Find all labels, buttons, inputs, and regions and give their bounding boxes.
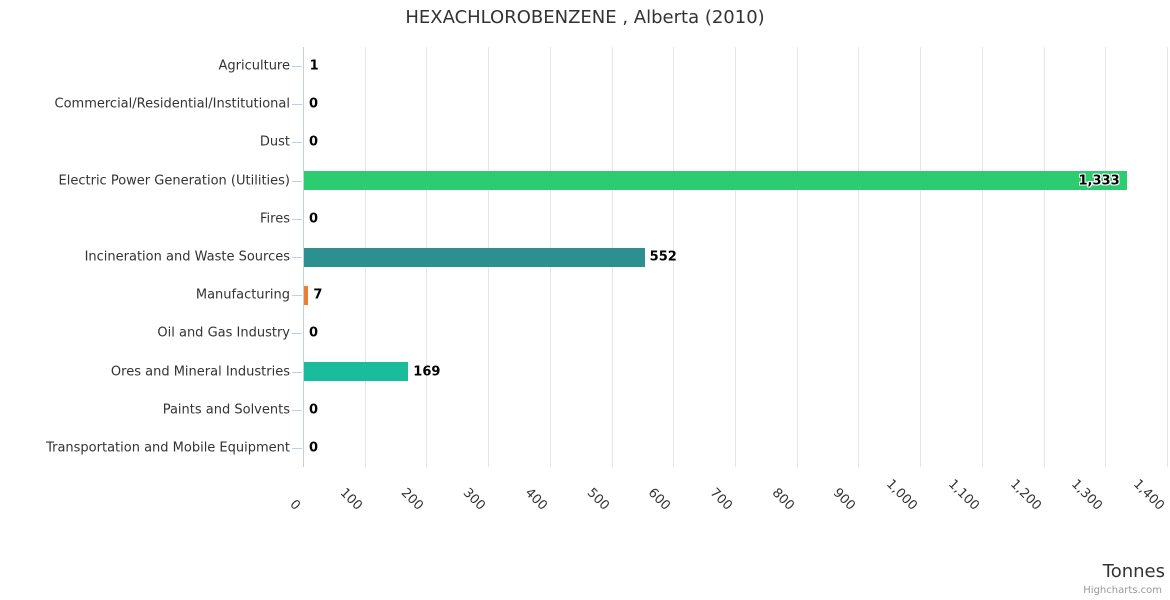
bar-value-label: 169 bbox=[413, 364, 441, 380]
category-tick bbox=[292, 371, 302, 373]
bar[interactable] bbox=[304, 247, 645, 267]
category-tick bbox=[292, 218, 302, 220]
x-tick-label: 200 bbox=[398, 485, 427, 514]
bar-value-label: 552 bbox=[649, 249, 677, 265]
x-tick-label: 300 bbox=[459, 485, 489, 514]
x-tick-label: 400 bbox=[521, 485, 550, 514]
gridline bbox=[858, 47, 860, 467]
category-label: Agriculture bbox=[218, 58, 291, 74]
x-tick-label: 900 bbox=[830, 485, 859, 514]
bar-value-label: 1 bbox=[309, 58, 319, 74]
gridline bbox=[673, 47, 675, 467]
x-axis-title: Tonnes bbox=[1102, 561, 1165, 582]
bar-value-label: 0 bbox=[309, 96, 319, 112]
category-tick bbox=[292, 409, 302, 411]
category-tick bbox=[292, 66, 302, 68]
chart-title: HEXACHLOROBENZENE , Alberta (2010) bbox=[405, 7, 765, 28]
x-tick-label: 1,000 bbox=[883, 476, 921, 514]
category-tick bbox=[292, 180, 302, 182]
x-tick-label: 500 bbox=[583, 485, 612, 514]
gridline bbox=[735, 47, 736, 467]
category-label: Oil and Gas Industry bbox=[157, 325, 290, 341]
bar-value-label: 0 bbox=[309, 402, 319, 418]
category-tick bbox=[292, 257, 302, 258]
bar-value-label: 0 bbox=[309, 211, 319, 227]
x-tick-label: 1,400 bbox=[1130, 476, 1167, 514]
category-label: Electric Power Generation (Utilities) bbox=[58, 173, 290, 189]
x-tick-label: 1,100 bbox=[944, 476, 982, 514]
category-tick bbox=[292, 104, 302, 106]
x-tick-label: 600 bbox=[645, 485, 674, 514]
category-tick bbox=[292, 295, 302, 297]
x-tick-label: 800 bbox=[768, 485, 797, 514]
bar-value-label: 0 bbox=[309, 440, 319, 456]
gridline bbox=[920, 47, 922, 467]
category-label: Dust bbox=[259, 134, 290, 150]
x-tick-label: 700 bbox=[706, 485, 735, 514]
category-label: Incineration and Waste Sources bbox=[84, 249, 290, 265]
category-label: Manufacturing bbox=[195, 287, 290, 303]
bar[interactable] bbox=[304, 171, 1127, 191]
gridline bbox=[1167, 47, 1168, 467]
bar[interactable] bbox=[304, 362, 409, 382]
x-tick-label: 100 bbox=[336, 485, 365, 514]
y-axis-line bbox=[303, 47, 304, 467]
bar[interactable] bbox=[304, 57, 305, 76]
category-label: Ores and Mineral Industries bbox=[110, 364, 290, 380]
bar[interactable] bbox=[304, 285, 309, 305]
bar-value-label: 1,333 bbox=[1078, 173, 1120, 189]
x-tick-label: 1,200 bbox=[1006, 476, 1044, 514]
gridline bbox=[1043, 47, 1045, 467]
category-tick bbox=[292, 447, 302, 449]
x-tick-label: 1,300 bbox=[1068, 476, 1106, 514]
highcharts-credits-link[interactable]: Highcharts.com bbox=[1083, 585, 1162, 596]
x-tick-label: 0 bbox=[286, 497, 303, 514]
category-label: Transportation and Mobile Equipment bbox=[46, 440, 290, 456]
category-tick bbox=[292, 333, 302, 335]
gridline bbox=[796, 47, 798, 467]
category-label: Commercial/Residential/Institutional bbox=[54, 96, 291, 112]
gridline bbox=[1105, 47, 1107, 467]
bar-value-label: 0 bbox=[309, 134, 319, 150]
category-label: Paints and Solvents bbox=[162, 402, 290, 418]
bar-value-label: 0 bbox=[309, 325, 319, 341]
bar-value-label: 7 bbox=[313, 287, 323, 303]
gridline bbox=[981, 47, 983, 467]
category-label: Fires bbox=[260, 211, 290, 227]
category-tick bbox=[292, 142, 302, 144]
